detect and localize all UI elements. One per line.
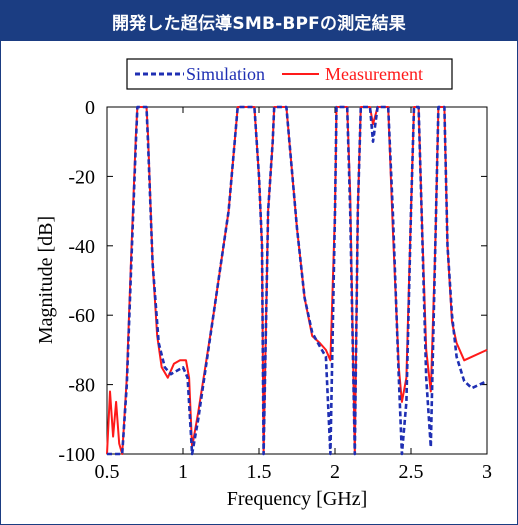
legend-measurement-label: Measurement bbox=[325, 64, 423, 84]
series-layer bbox=[106, 105, 488, 456]
series-measurement-line bbox=[106, 106, 488, 455]
y-tick-label: -80 bbox=[68, 375, 95, 397]
y-tick-label: -60 bbox=[68, 305, 95, 327]
y-tick-label: -100 bbox=[58, 444, 95, 466]
legend: Simulation Measurement bbox=[126, 58, 453, 90]
y-tick-label: 0 bbox=[85, 97, 95, 119]
y-tick-label: -20 bbox=[68, 166, 95, 188]
x-tick-label: 1.5 bbox=[247, 461, 272, 483]
y-axis-label: Magnitude [dB] bbox=[35, 216, 57, 344]
x-tick-label: 2.5 bbox=[399, 461, 424, 483]
x-tick-label: 1 bbox=[178, 461, 188, 483]
x-tick-label: 3 bbox=[482, 461, 492, 483]
y-tick-label: -40 bbox=[68, 236, 95, 258]
x-axis-label: Frequency [GHz] bbox=[227, 488, 368, 510]
x-tick-label: 2 bbox=[330, 461, 340, 483]
legend-simulation-label: Simulation bbox=[186, 64, 265, 84]
axes-layer: 0.5 1 1.5 2 2.5 3 0 -20 -40 -60 -80 -100 bbox=[58, 97, 492, 483]
x-tick-label: 0.5 bbox=[95, 461, 120, 483]
page-title: 開発した超伝導SMB-BPFの測定結果 bbox=[1, 1, 517, 41]
series-simulation-line bbox=[107, 105, 488, 456]
plot-area bbox=[106, 106, 488, 455]
